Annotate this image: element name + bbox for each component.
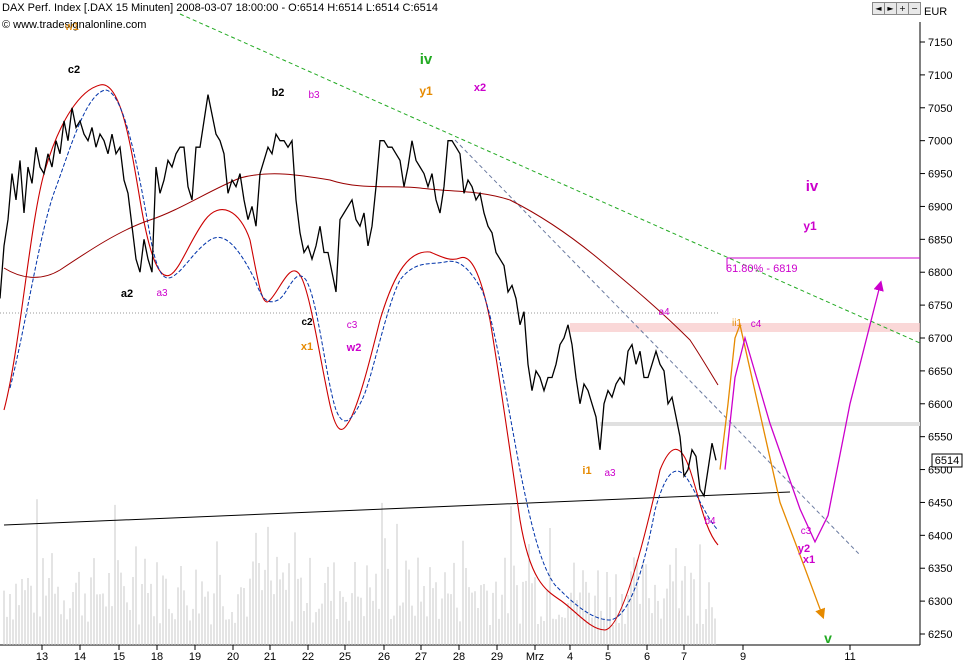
y-tick-label: 6700 — [928, 333, 952, 345]
y-tick-label: 7150 — [928, 37, 952, 49]
y-tick-label: 6650 — [928, 366, 952, 378]
wave-label: y1 — [803, 219, 817, 233]
x-tick-label: 7 — [681, 651, 687, 663]
wave-label: c4 — [751, 319, 762, 330]
lower-band-curve — [9, 89, 719, 621]
wave-label: v — [824, 630, 832, 646]
y-tick-label: 6400 — [928, 530, 952, 542]
green-trendline — [179, 13, 921, 344]
x-tick-label: 21 — [264, 651, 276, 663]
currency-label: EUR — [924, 6, 948, 18]
resistance-zone — [570, 323, 920, 332]
y-tick-label: 6600 — [928, 399, 952, 411]
wave-label: y1 — [419, 84, 433, 98]
x-tick-label: 9 — [740, 651, 746, 663]
y-tick-label: 6800 — [928, 267, 952, 279]
wave-label: c3 — [347, 320, 358, 331]
wave-labels: w1 c2 a2 a3 b2 b3 c2 x1 c3 w2 iv y1 x2 i1 a3 a4 b4 ii1 c4 i… — [64, 21, 832, 646]
volume-bars — [3, 499, 716, 645]
wave-label: a3 — [156, 288, 168, 299]
chart-title: DAX Perf. Index [.DAX 15 Minuten] 2008-0… — [2, 2, 438, 14]
x-tick-label: 5 — [605, 651, 611, 663]
wave-label: a3 — [604, 468, 616, 479]
x-tick-label: 27 — [415, 651, 427, 663]
website-label: © www.tradesignalonline.com — [2, 19, 146, 31]
wave-label: iv — [420, 51, 433, 68]
y-tick-label: 6750 — [928, 300, 952, 312]
moving-average-curve — [3, 173, 719, 386]
y-tick-label: 7100 — [928, 70, 952, 82]
wave-label: x1 — [803, 554, 815, 566]
wave-label: i1 — [582, 465, 591, 477]
magenta-forecast-path — [724, 280, 884, 544]
price-line — [0, 94, 717, 498]
x-tick-label: 4 — [567, 651, 573, 663]
wave-label: ii1 — [732, 318, 742, 329]
x-tick-label: 22 — [302, 651, 314, 663]
wave-label: c2 — [301, 317, 313, 328]
x-tick-label: 14 — [74, 651, 86, 663]
x-tick-label: 11 — [844, 651, 855, 663]
x-tick-label: 19 — [189, 651, 201, 663]
y-tick-label: 7050 — [928, 103, 952, 115]
x-tick-label: 26 — [378, 651, 390, 663]
x-axis-ticks: 13 14 15 18 19 20 21 22 25 26 27 28 29 Mrz 4 5 6 7 9 11 — [36, 645, 856, 663]
wave-label: b3 — [308, 90, 320, 101]
wave-label: b4 — [704, 516, 716, 527]
copyright-icon: © — [2, 19, 11, 31]
y-tick-label: 6350 — [928, 563, 952, 575]
wave-label: w1 — [64, 21, 79, 33]
y-tick-label: 7000 — [928, 136, 952, 148]
support-zone — [600, 422, 920, 426]
y-tick-label: 6450 — [928, 497, 952, 509]
neckline — [3, 491, 791, 526]
x-tick-label: 28 — [453, 651, 465, 663]
wave-label: x1 — [301, 341, 313, 353]
last-price-box — [931, 453, 963, 468]
y-axis-ticks: 6250 6300 6350 6400 6450 6500 6550 6600 6650 6700… — [920, 37, 952, 641]
forecast-arrows — [719, 280, 884, 620]
chart-title-text: DAX Perf. Index [.DAX 15 Minuten] 2008-0… — [2, 2, 439, 14]
x-tick-label: 15 — [113, 651, 125, 663]
x-tick-label: 18 — [151, 651, 163, 663]
wave-label: y2 — [798, 543, 810, 555]
y-tick-label: 6500 — [928, 465, 952, 477]
x-tick-label: 20 — [227, 651, 239, 663]
wave-label: x2 — [474, 82, 486, 94]
x-tick-label: 25 — [339, 651, 351, 663]
x-tick-label: 6 — [644, 651, 650, 663]
x-tick-label: 13 — [36, 651, 48, 663]
y-tick-label: 6300 — [928, 596, 952, 608]
y-tick-label: 6900 — [928, 201, 952, 213]
y-tick-label: 6950 — [928, 169, 952, 181]
y-tick-label: 6850 — [928, 234, 952, 246]
wave-label: c3 — [801, 526, 812, 537]
upper-band-curve — [3, 84, 719, 631]
wave-label: a2 — [121, 288, 133, 300]
y-tick-label: 6550 — [928, 432, 952, 444]
x-tick-label: Mrz — [526, 651, 544, 663]
last-price-label: 6514 — [935, 455, 959, 467]
x-tick-label: 29 — [491, 651, 503, 663]
wave-label: c2 — [68, 64, 80, 76]
zoom-out-icon[interactable]: − — [908, 2, 921, 15]
wave-label: w2 — [346, 342, 362, 354]
wave-label: iv — [806, 178, 819, 195]
website-text: www.tradesignalonline.com — [13, 19, 147, 31]
y-tick-label: 6250 — [928, 629, 952, 641]
arrow-left-icon[interactable]: ◄ — [872, 2, 885, 15]
wave-label: b2 — [272, 87, 285, 99]
orange-forecast-path — [719, 322, 826, 620]
fib-label: 61.80% - 6819 — [726, 263, 798, 275]
wave-label: a4 — [658, 307, 670, 318]
